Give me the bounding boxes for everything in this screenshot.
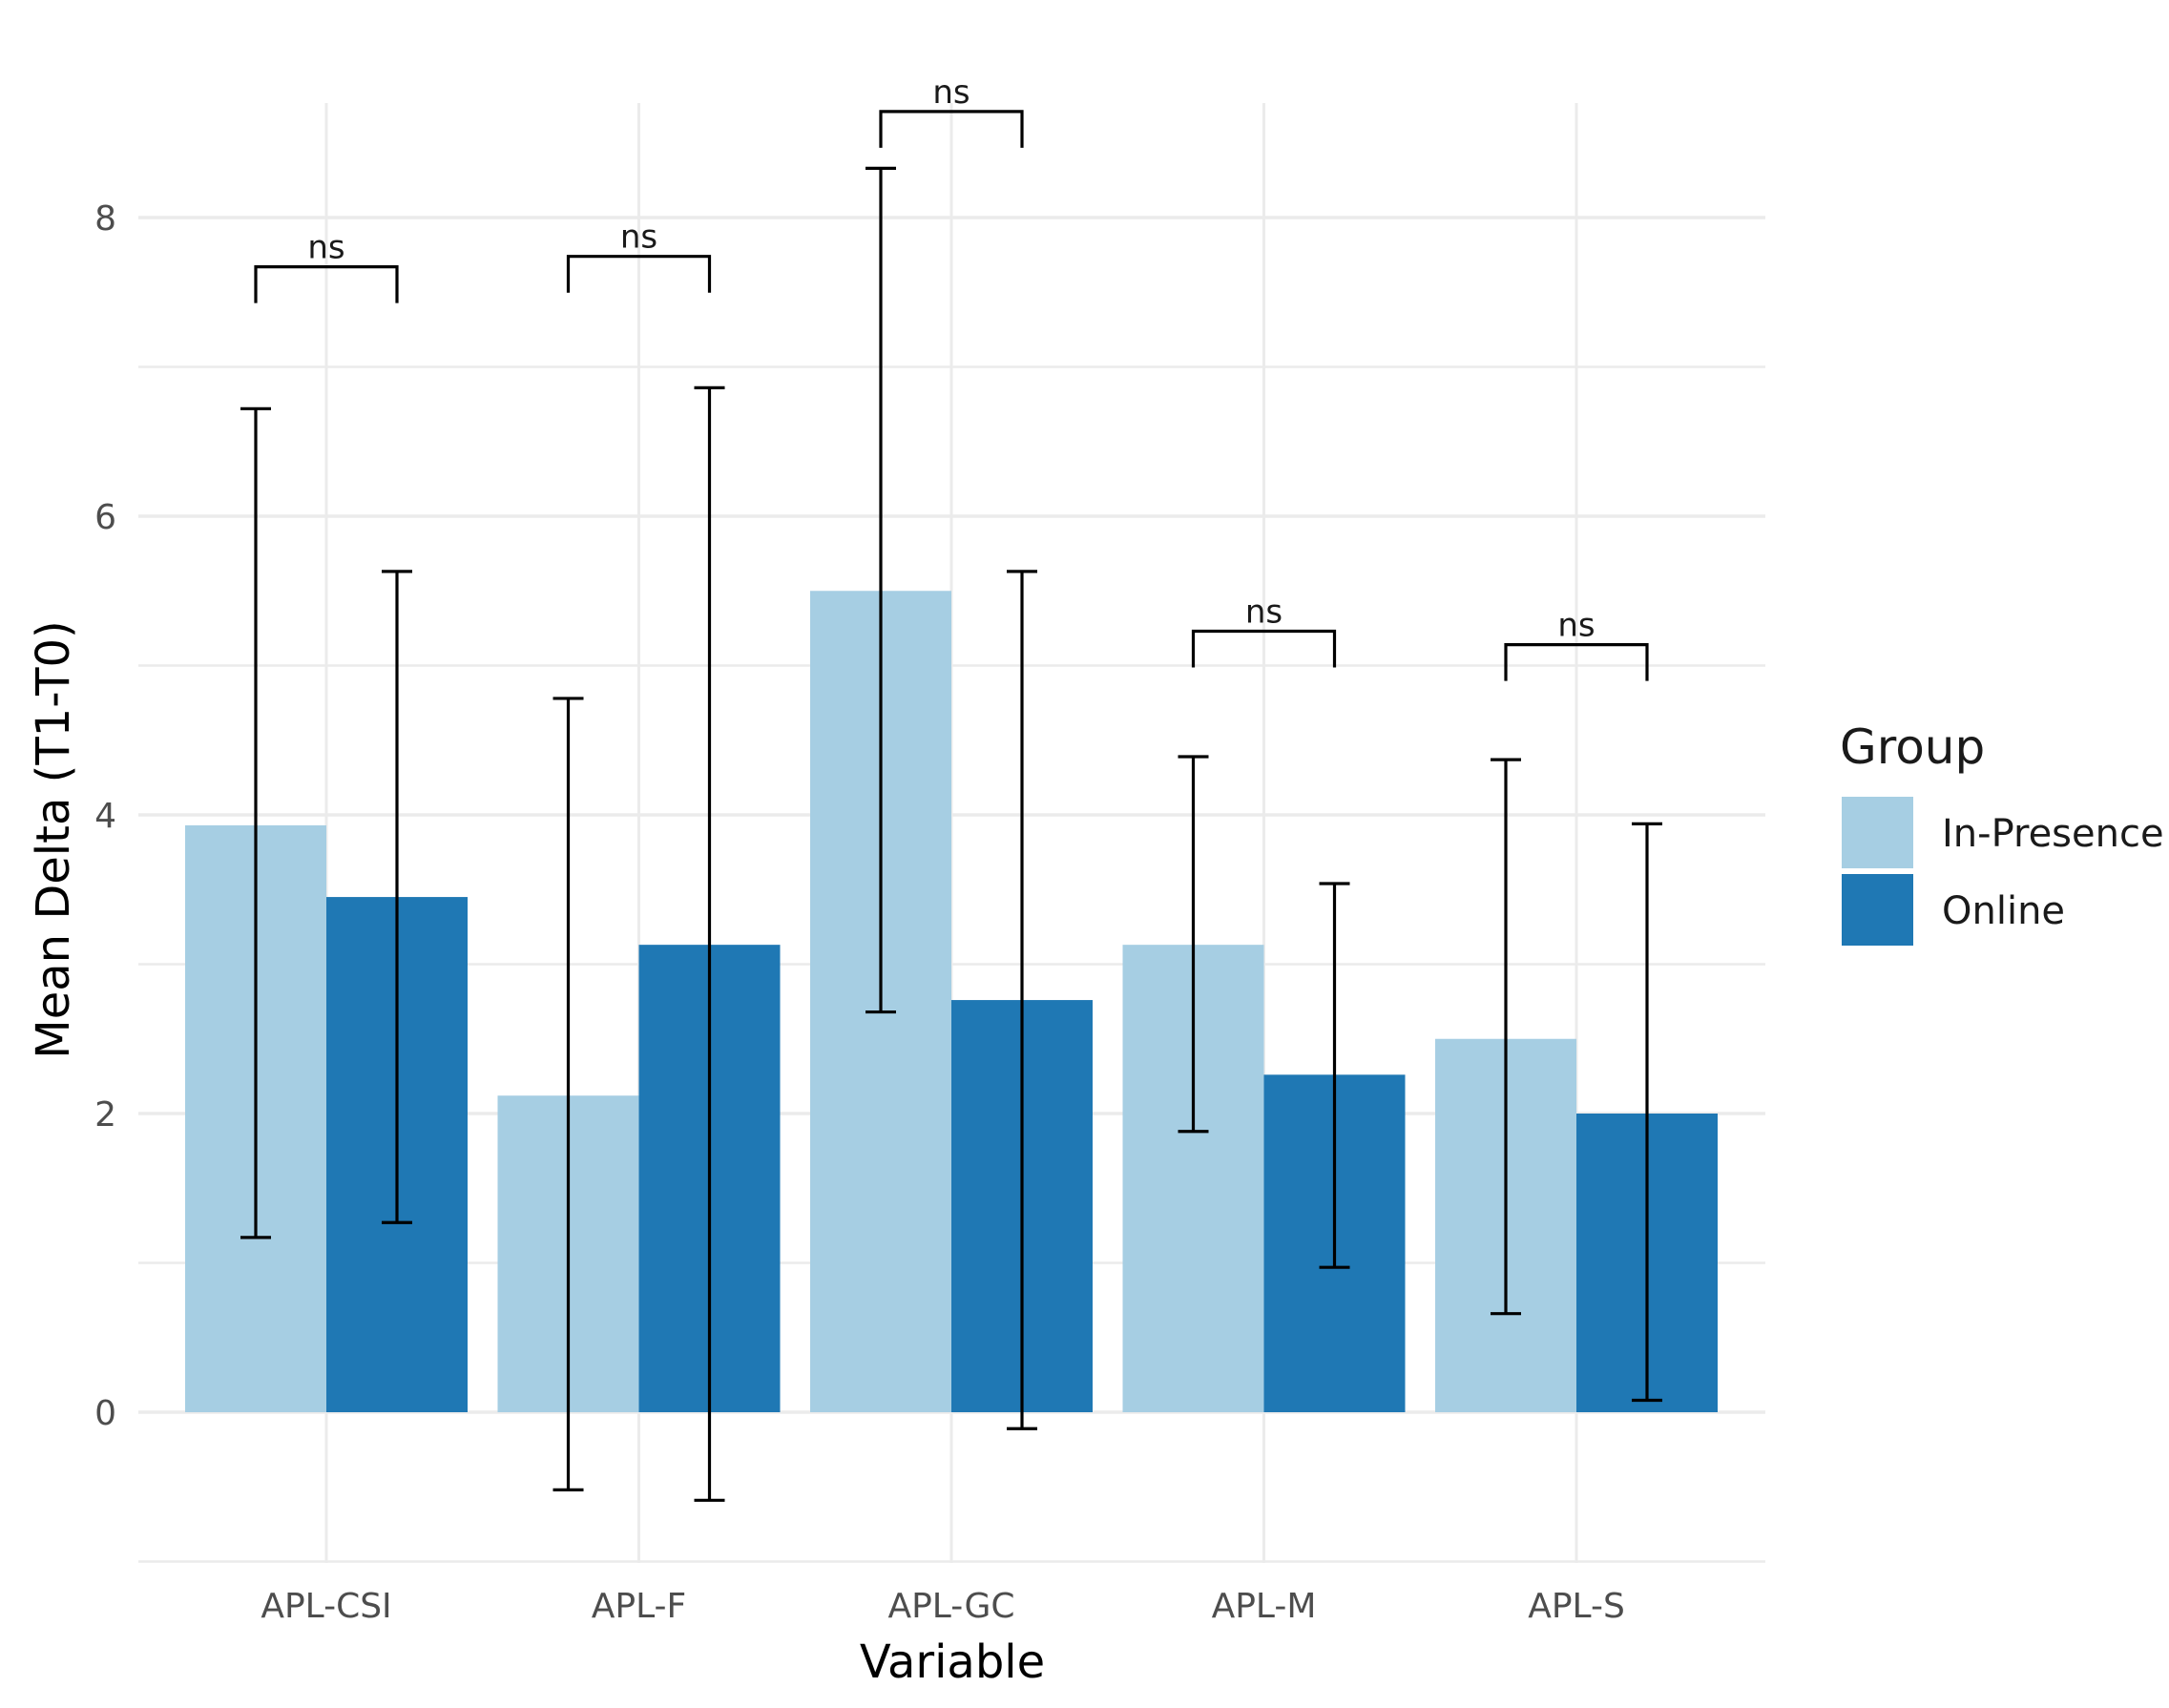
- bars: [185, 591, 1718, 1412]
- x-tick-label: APL-S: [1528, 1587, 1625, 1626]
- y-tick-label: 0: [94, 1394, 116, 1433]
- legend-label-in-presence: In-Presence: [1942, 812, 2164, 856]
- error-bars: [240, 166, 1662, 1502]
- legend-label-online: Online: [1942, 889, 2065, 933]
- significance-label: ns: [932, 73, 970, 112]
- y-tick-label: 8: [94, 199, 116, 239]
- significance-bracket: [879, 110, 1024, 148]
- x-tick-label: APL-CSI: [261, 1587, 391, 1626]
- y-tick-label: 6: [94, 498, 116, 537]
- legend-swatch-online: [1842, 874, 1913, 946]
- y-tick-label: 2: [94, 1095, 116, 1135]
- significance-brackets: ns ns ns ns ns: [254, 73, 1649, 681]
- x-tick-label: APL-M: [1212, 1587, 1317, 1626]
- significance-label: ns: [1245, 594, 1283, 632]
- significance-bracket: [1191, 629, 1337, 668]
- legend-swatch-in-presence: [1842, 797, 1913, 868]
- x-axis-title: Variable: [860, 1635, 1045, 1689]
- axis-ticks: 0 2 4 6 8 APL-CSI APL-F APL-GC APL-M APL-S: [94, 199, 1625, 1626]
- significance-bracket: [1504, 642, 1649, 681]
- legend-title: Group: [1840, 719, 1985, 775]
- significance-label: ns: [620, 219, 657, 257]
- x-tick-label: APL-F: [592, 1587, 686, 1626]
- significance-bracket: [566, 255, 712, 293]
- legend: Group In-Presence Online: [1840, 719, 2164, 946]
- y-tick-label: 4: [94, 797, 116, 836]
- y-axis-title: Mean Delta (T1-T0): [27, 620, 80, 1058]
- grid-lines: [138, 103, 1765, 1563]
- significance-label: ns: [307, 229, 344, 267]
- significance-label: ns: [1557, 607, 1595, 645]
- significance-bracket: [254, 265, 399, 303]
- x-tick-label: APL-GC: [887, 1587, 1014, 1626]
